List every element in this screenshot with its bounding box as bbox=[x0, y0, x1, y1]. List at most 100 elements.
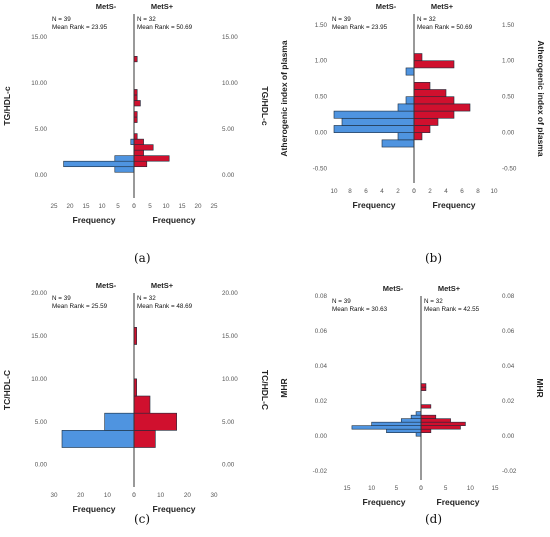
bar-right bbox=[133, 160, 148, 168]
x-tick-left: 0 bbox=[412, 188, 416, 195]
group-label-left: MetS- bbox=[96, 281, 117, 290]
x-tick-left: 2 bbox=[396, 188, 400, 195]
x-axis-title-right: Frequency bbox=[153, 215, 196, 225]
x-tick-right: 20 bbox=[194, 203, 202, 210]
bar-left bbox=[381, 139, 415, 148]
bar-left bbox=[410, 414, 422, 419]
bar-right bbox=[413, 82, 431, 90]
y-tick-right: 0.06 bbox=[502, 328, 515, 335]
bar-right bbox=[133, 395, 151, 414]
mean-rank-right: Mean Rank = 48.69 bbox=[137, 303, 193, 310]
y-tick-right: 1.50 bbox=[502, 22, 515, 29]
mean-rank-left: Mean Rank = 30.63 bbox=[332, 306, 388, 313]
x-tick-right: 5 bbox=[148, 203, 152, 210]
group-label-left: MetS- bbox=[96, 2, 117, 11]
x-tick-left: 5 bbox=[395, 485, 399, 492]
group-label-right: MetS+ bbox=[151, 2, 174, 11]
bar-right bbox=[413, 103, 471, 112]
n-left: N = 39 bbox=[332, 298, 351, 305]
y-axis-title-right: TG/HDL-c bbox=[260, 86, 270, 125]
bar-left bbox=[114, 155, 135, 162]
bar-right bbox=[420, 425, 461, 430]
group-label-left: MetS- bbox=[376, 2, 397, 11]
bar-right bbox=[413, 96, 455, 105]
x-tick-right: 5 bbox=[444, 485, 448, 492]
y-tick-right: 5.00 bbox=[222, 419, 235, 426]
bar-right bbox=[420, 383, 427, 388]
subfig-label-d: (d) bbox=[425, 512, 443, 526]
y-tick-left: 1.00 bbox=[315, 58, 328, 65]
mean-rank-left: Mean Rank = 23.95 bbox=[52, 24, 108, 31]
y-tick-left: -0.50 bbox=[313, 166, 328, 173]
bar-left bbox=[400, 418, 422, 423]
panel-c: MetS- MetS+ N = 39 Mean Rank = 25.59 N = 32 M… bbox=[0, 269, 275, 537]
mean-rank-right: Mean Rank = 50.69 bbox=[137, 24, 193, 31]
bar-right bbox=[133, 412, 177, 431]
y-axis-title-left: Atherogenic index of plasma bbox=[279, 40, 289, 156]
y-axis-title-left: TC/HDL-C bbox=[2, 370, 12, 410]
x-tick-right: 10 bbox=[162, 203, 170, 210]
group-label-right: MetS+ bbox=[431, 2, 454, 11]
x-tick-left: 20 bbox=[66, 203, 74, 210]
x-tick-left: 15 bbox=[82, 203, 90, 210]
x-tick-right: 10 bbox=[467, 485, 475, 492]
x-tick-left: 10 bbox=[98, 203, 106, 210]
x-tick-left: 0 bbox=[132, 203, 136, 210]
bar-right bbox=[420, 421, 466, 426]
y-tick-right: 0.02 bbox=[502, 398, 515, 405]
panel-b: MetS- MetS+ N = 39 Mean Rank = 23.95 N = 32 M… bbox=[275, 0, 550, 268]
y-tick-left: 15.00 bbox=[31, 34, 47, 41]
x-tick-left: 8 bbox=[348, 188, 352, 195]
y-tick-left: 0.00 bbox=[35, 462, 48, 469]
bar-right bbox=[420, 428, 432, 433]
x-tick-left: 10 bbox=[330, 188, 338, 195]
x-axis-title-left: Frequency bbox=[73, 504, 116, 514]
x-tick-right: 4 bbox=[444, 188, 448, 195]
y-tick-left: -0.02 bbox=[313, 468, 328, 475]
y-tick-left: 10.00 bbox=[31, 376, 47, 383]
x-tick-left: 10 bbox=[104, 492, 112, 499]
y-tick-right: 0.08 bbox=[502, 293, 515, 300]
bar-left bbox=[397, 132, 415, 141]
x-tick-left: 0 bbox=[419, 485, 423, 492]
x-tick-right: 30 bbox=[210, 492, 218, 499]
y-tick-left: 1.50 bbox=[315, 22, 328, 29]
y-tick-right: 0.04 bbox=[502, 363, 515, 370]
y-axis-title-left: MHR bbox=[279, 378, 289, 397]
bar-right bbox=[413, 117, 439, 126]
subfig-label-c: (c) bbox=[134, 512, 151, 526]
y-tick-right: 10.00 bbox=[222, 80, 238, 87]
x-tick-left: 20 bbox=[77, 492, 85, 499]
bar-left bbox=[351, 425, 422, 430]
bar-left bbox=[104, 412, 135, 431]
mean-rank-left: Mean Rank = 25.59 bbox=[52, 303, 108, 310]
bar-right bbox=[133, 155, 170, 162]
mean-rank-left: Mean Rank = 23.95 bbox=[332, 24, 388, 31]
y-tick-right: -0.02 bbox=[502, 468, 517, 475]
bar-left bbox=[333, 110, 415, 119]
x-tick-right: 8 bbox=[476, 188, 480, 195]
y-tick-right: -0.50 bbox=[502, 166, 517, 173]
bar-right bbox=[420, 414, 437, 419]
y-axis-title-right: Atherogenic index of plasma bbox=[536, 40, 546, 156]
y-tick-left: 10.00 bbox=[31, 80, 47, 87]
y-tick-right: 10.00 bbox=[222, 376, 238, 383]
y-tick-left: 20.00 bbox=[31, 290, 47, 297]
bar-right bbox=[133, 144, 154, 151]
bar-right bbox=[413, 125, 431, 133]
bar-right bbox=[413, 132, 423, 141]
n-right: N = 32 bbox=[137, 16, 156, 23]
x-tick-right: 0 bbox=[132, 492, 136, 499]
y-tick-left: 15.00 bbox=[31, 333, 47, 340]
bar-left bbox=[386, 428, 422, 433]
panel-a: MetS- MetS+ N = 39 Mean Rank = 23.95 N = 32 M… bbox=[0, 0, 275, 268]
bar-left bbox=[341, 117, 415, 126]
y-tick-left: 0.00 bbox=[315, 130, 328, 137]
x-tick-right: 6 bbox=[460, 188, 464, 195]
x-tick-right: 10 bbox=[490, 188, 498, 195]
group-label-right: MetS+ bbox=[438, 284, 461, 293]
x-tick-left: 4 bbox=[380, 188, 384, 195]
x-axis-title-left: Frequency bbox=[353, 200, 396, 210]
